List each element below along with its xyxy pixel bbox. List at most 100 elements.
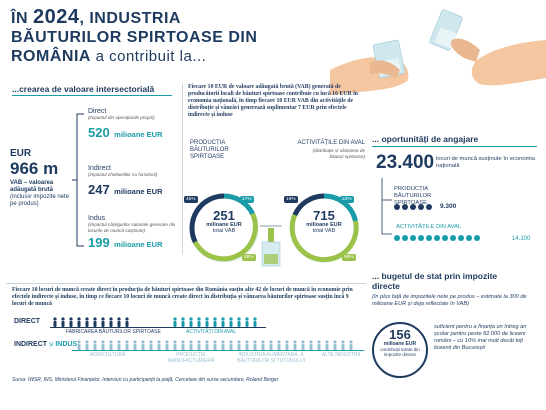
direct-row-label: DIRECT (14, 318, 41, 325)
jobs-aval-label: ACTIVITĂȚILE DIN AVAL (396, 224, 462, 230)
person-icon (245, 340, 249, 350)
hands-toast-illustration (330, 9, 546, 95)
person-icon (325, 340, 329, 350)
budget-value: 156 (389, 327, 411, 342)
left-donut-unit: milioane EUR (206, 222, 242, 228)
left-pct-a-badge: 45% (184, 196, 198, 203)
jobs-bracket (381, 178, 392, 235)
value-bracket (72, 113, 84, 247)
person-icon (349, 340, 353, 350)
person-icon (93, 340, 97, 350)
person-icon (125, 340, 129, 350)
right-pct-c-badge: 59% (342, 254, 356, 261)
person-icon (85, 340, 89, 350)
bottle-glass-illustration (260, 225, 282, 267)
person-icon (149, 340, 153, 350)
eur-label: EUR (10, 148, 32, 159)
right-donut-unit: milioane EUR (306, 222, 342, 228)
indus-unit: milioane EUR (114, 240, 163, 249)
person-icon (317, 340, 321, 350)
right-donut-seg-green (289, 214, 359, 263)
jobs-total-desc: locuri de muncă susținute în economia na… (436, 156, 535, 169)
indus-note: (impactul câștigurilor salariale generat… (88, 222, 176, 233)
direct-row-line (50, 327, 266, 328)
direct-note: (impactul din operațiunile proprii) (88, 115, 155, 120)
indirect-row-indus: INDUS (55, 341, 78, 348)
direct-block: Direct (impactul din operațiunile propri… (88, 108, 188, 142)
indirect-row-line (72, 350, 364, 351)
title-line2: BĂUTURILOR SPIRTOASE DIN (11, 29, 258, 46)
person-icon (333, 340, 337, 350)
title-year: 2024 (32, 6, 80, 28)
indirect-people-icons (77, 340, 353, 350)
budget-unit: milioane EUR (383, 341, 417, 347)
left-donut-title: PRODUCȚIA BĂUTURILOR SPIRTOASE (190, 140, 229, 160)
indirect-value: 247 (88, 181, 110, 197)
direct-people-icons (53, 317, 257, 327)
left-pct-a: 45% (186, 197, 196, 202)
cat-agricultura: AGRICULTURĂ (90, 352, 126, 358)
person-icon (277, 340, 281, 350)
indirect-row-indirect: INDIRECT (14, 341, 48, 348)
indus-label: Indus (88, 215, 106, 222)
person-icon (237, 340, 241, 350)
person-icon (141, 340, 145, 350)
direct-label: Direct (88, 108, 107, 115)
indirect-row-si: și (49, 342, 54, 348)
person-icon (173, 340, 177, 350)
left-donut-center: 251 milioane EUR total VAB (186, 209, 262, 234)
right-pct-b: 22% (342, 197, 352, 202)
indirect-block: Indirect (impactul cheltuielilor cu furn… (88, 165, 188, 199)
person-icon (213, 340, 217, 350)
person-icon (77, 340, 81, 350)
person-icon (229, 340, 233, 350)
left-pct-c-badge: 38% (242, 254, 256, 261)
eur-value: 966 m (10, 159, 59, 178)
column-divider (182, 84, 183, 254)
right-pct-b-badge: 22% (340, 196, 354, 203)
jobs-prod-value: 9.300 (440, 203, 457, 210)
title-line3-rest: a contribuit la... (90, 48, 207, 65)
person-icon (341, 340, 345, 350)
person-icon (101, 340, 105, 350)
budget-heading: ... bugetul de stat prin impozite direct… (372, 271, 498, 291)
person-icon (253, 340, 257, 350)
person-icon (109, 340, 113, 350)
jobs-aval-value: 14.100 (512, 236, 531, 242)
title-prefix: ÎN (11, 10, 28, 27)
cat-industria: INDUSTRIA ALIMENTARĂ, A BĂUTURILOR ȘI TU… (237, 352, 305, 364)
page-title: ÎN 2024, INDUSTRIA BĂUTURILOR SPIRTOASE … (11, 6, 311, 66)
left-pct-b-badge: 17% (240, 196, 254, 203)
indirect-unit: milioane EUR (114, 186, 163, 196)
jobs-prod-label: PRODUCȚIA BĂUTURILOR SPIRTOASE (394, 186, 432, 206)
title-line3-bold: ROMÂNIA (11, 48, 91, 65)
person-icon (157, 340, 161, 350)
right-donut-center: 715 milioane EUR total VAB (286, 209, 362, 234)
right-pct-a: 19% (286, 197, 296, 202)
left-pct-b: 17% (242, 197, 252, 202)
person-icon (293, 340, 297, 350)
jobs-heading-underline (372, 146, 537, 147)
person-icon (285, 340, 289, 350)
budget-side-text: suficient pentru a finanța un întreg an … (434, 324, 527, 351)
budget-note: (în plus față de impozitele nete pe prod… (372, 294, 527, 307)
person-icon (133, 340, 137, 350)
middle-intro-text: Fiecare 10 EUR de valoare adăugată brută… (188, 84, 358, 118)
indirect-row-label: INDIRECT și INDUS (14, 341, 77, 348)
person-icon (189, 340, 193, 350)
right-donut-seg-navy (292, 193, 325, 217)
indus-block: Indus (impactul câștigurilor salariale g… (88, 215, 188, 252)
left-donut-seg-green (193, 212, 258, 262)
direct-value: 520 (88, 124, 110, 140)
person-icon (261, 340, 265, 350)
cat-alte: ALTE INDUSTRII (321, 352, 361, 358)
person-icon (165, 340, 169, 350)
indirect-label: Indirect (88, 165, 111, 172)
bottom-intro-text: Fiecare 10 locuri de muncă create direct… (12, 287, 353, 307)
jobs-heading: ... oportunități de angajare (372, 134, 479, 144)
budget-desc: contribuții totale din impozite directe (380, 347, 420, 358)
source-note: Sursa: IWSR, INS, Ministerul Finanțelor,… (12, 377, 279, 383)
jobs-total: 23.400 (376, 152, 435, 173)
person-icon (309, 340, 313, 350)
indus-value: 199 (88, 235, 110, 250)
